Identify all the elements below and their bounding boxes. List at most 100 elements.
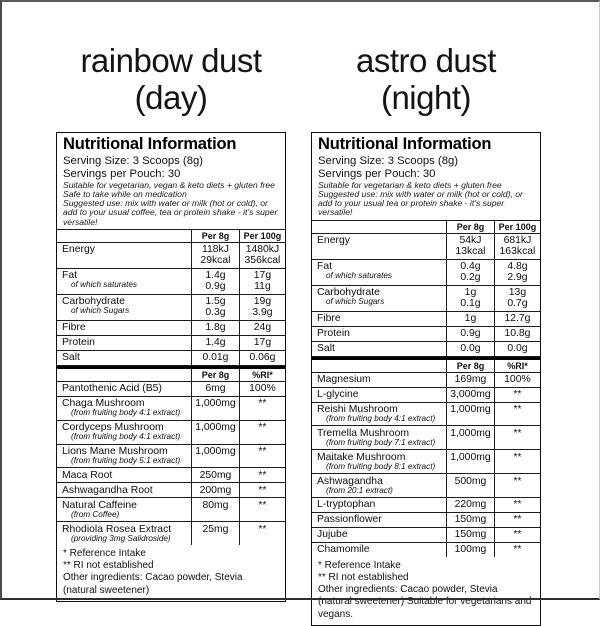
- ingredient-amount: 1,000mg: [446, 425, 495, 439]
- supplement-row: Magnesium 169mg 100%: [312, 372, 540, 388]
- value-per-100g: 163kcal: [493, 246, 540, 260]
- column-header: Per 100g: [238, 228, 285, 243]
- ingredient-ri: 100%: [493, 372, 540, 388]
- panel-heading: Nutritional Information: [63, 135, 237, 153]
- supplement-row: Maca Root 250mg **: [57, 467, 285, 484]
- panel-heading: Nutritional Information: [318, 135, 492, 153]
- product-column: astro dust (night) Nutritional Informati…: [311, 0, 541, 626]
- ingredient-ri-spacer: [493, 462, 540, 475]
- value-per-8g: 0.3g: [191, 307, 240, 321]
- value-per-100g: 10.8g: [493, 326, 540, 342]
- supplement-row: Chaga Mushroom 1,000mg **: [57, 396, 285, 410]
- supplement-row-sub: (from Coffee): [57, 510, 285, 523]
- footnote: * Reference Intake: [63, 547, 146, 559]
- nutrition-row: Protein 0.9g 10.8g: [312, 326, 540, 342]
- nutrition-row: of which saturates 0.9g 11g: [57, 281, 285, 295]
- nutrition-row: Salt 0.01g 0.06g: [57, 350, 285, 366]
- ingredient-label: L-glycine: [312, 387, 447, 403]
- value-per-8g: 118kJ: [191, 242, 240, 256]
- column-header-spacer: [57, 367, 192, 382]
- nutrient-label: Energy: [62, 244, 95, 256]
- ingredient-ri: **: [238, 467, 285, 484]
- value-per-8g: 1.4g: [191, 335, 240, 351]
- ingredient-sublabel: (from fruiting body 4:1 extract): [57, 432, 192, 445]
- supplement-row: Pantothenic Acid (B5) 6mg 100%: [57, 381, 285, 397]
- ingredient-ri: **: [493, 449, 540, 463]
- ingredient-sublabel: (from fruiting body 4:1 extract): [57, 409, 192, 421]
- nutrition-row: of which Sugars 0.3g 3.9g: [57, 307, 285, 321]
- nutrient-label: of which Sugars: [57, 307, 192, 321]
- ingredient-amount: 6mg: [191, 381, 240, 397]
- value-per-100g: 4.8g: [493, 259, 540, 273]
- ingredient-ri-spacer: [238, 534, 285, 545]
- ingredient-amount: 80mg: [191, 497, 240, 511]
- nutrient-label: of which Sugars: [312, 297, 447, 312]
- ingredient-ri: **: [238, 420, 285, 434]
- nutrition-row: 13kcal 163kcal: [312, 246, 540, 260]
- value-per-100g: 19g: [238, 294, 285, 308]
- ingredient-amount-spacer: [191, 457, 240, 469]
- nutrition-row: Energy 54kJ 681kJ: [312, 233, 540, 247]
- value-per-8g: 0.9g: [446, 326, 495, 342]
- ingredient-amount: 150mg: [446, 512, 495, 528]
- nutrition-row: Fat 0.4g 4.8g: [312, 259, 540, 273]
- supplement-row-sub: (providing 3mg Salidroside): [57, 534, 285, 545]
- ingredient-amount: 100mg: [446, 542, 495, 557]
- ingredient-label: Ashwagandha: [317, 475, 383, 487]
- value-per-100g: 0.06g: [238, 350, 285, 366]
- nutrition-row: Fibre 1g 12.7g: [312, 311, 540, 327]
- supplement-row-sub: (from fruiting body 4:1 extract): [312, 414, 540, 427]
- nutrition-table: Per 8g Per 100g Energy 54kJ 681kJ 13kcal 163kc…: [312, 219, 540, 357]
- value-per-8g: 54kJ: [446, 233, 495, 247]
- nutrition-row: Energy 118kJ 1480kJ: [57, 242, 285, 256]
- servings-per-pouch: Servings per Pouch: 30: [63, 167, 181, 180]
- ingredient-amount: 150mg: [446, 527, 495, 543]
- footnote: ** RI not established: [63, 560, 154, 572]
- product-variant: (night): [380, 79, 472, 116]
- ingredient-sublabel: (from fruiting body 8:1 extract): [312, 462, 447, 475]
- ingredient-ri: **: [238, 396, 285, 410]
- usage-notes: Suitable for vegetarian, vegan & keto di…: [63, 180, 279, 227]
- column-header-spacer: [312, 358, 447, 373]
- ingredient-ri: **: [493, 387, 540, 403]
- usage-note: Suggested use: mix with water or milk (h…: [318, 188, 523, 218]
- value-per-100g: 17g: [238, 268, 285, 282]
- value-per-100g: 12.7g: [493, 311, 540, 327]
- ingredient-sublabel: (from Coffee): [57, 510, 192, 523]
- value-per-8g: 13kcal: [446, 246, 495, 260]
- ingredient-label: Chamomile: [317, 544, 370, 556]
- ingredient-label: Reishi Mushroom: [317, 404, 398, 416]
- ingredient-amount-spacer: [191, 534, 240, 545]
- supplement-row-sub: (from fruiting body 4:1 extract): [57, 432, 285, 445]
- supplement-row: Natural Caffeine 80mg **: [57, 497, 285, 511]
- supplement-column-headers: Per 8g %RI*: [57, 367, 285, 382]
- supplement-row: Reishi Mushroom 1,000mg **: [312, 402, 540, 416]
- column-header-spacer: [57, 228, 192, 243]
- footnotes: * Reference Intake ** RI not established O…: [312, 557, 540, 625]
- ingredient-amount: 500mg: [446, 473, 495, 487]
- column-header-spacer: [312, 219, 447, 234]
- value-per-8g: 1.8g: [191, 320, 240, 336]
- ingredient-label: Magnesium: [312, 372, 447, 388]
- product-title: astro dust (night): [291, 42, 561, 116]
- nutrition-column-headers: Per 8g Per 100g: [312, 219, 540, 234]
- value-per-8g: 0.2g: [446, 272, 495, 286]
- nutrient-label: [312, 246, 447, 260]
- ingredient-amount: 1,000mg: [191, 396, 240, 410]
- ingredient-amount: 1,000mg: [191, 420, 240, 434]
- nutrition-row: of which saturates 0.2g 2.9g: [312, 271, 540, 286]
- column-header: Per 8g: [191, 367, 240, 382]
- supplement-row: Tremella Mushroom 1,000mg **: [312, 425, 540, 439]
- product-name: rainbow dust: [80, 42, 262, 79]
- ingredient-ri: **: [493, 402, 540, 416]
- ingredient-amount: 169mg: [446, 372, 495, 388]
- ingredient-amount-spacer: [446, 462, 495, 475]
- ingredient-ri-spacer: [238, 433, 285, 445]
- value-per-100g: 13g: [493, 285, 540, 299]
- ingredient-label: Rhodiola Rosea Extract: [62, 523, 172, 535]
- ingredient-ri: **: [493, 512, 540, 528]
- ingredient-sublabel: (from 20:1 extract): [312, 486, 447, 498]
- supplement-row: Lions Mane Mushroom 1,000mg **: [57, 444, 285, 458]
- supplement-table: Per 8g %RI* Magnesium 169mg 100% L-glycine 3,0…: [312, 356, 540, 557]
- ingredient-ri: **: [238, 521, 285, 535]
